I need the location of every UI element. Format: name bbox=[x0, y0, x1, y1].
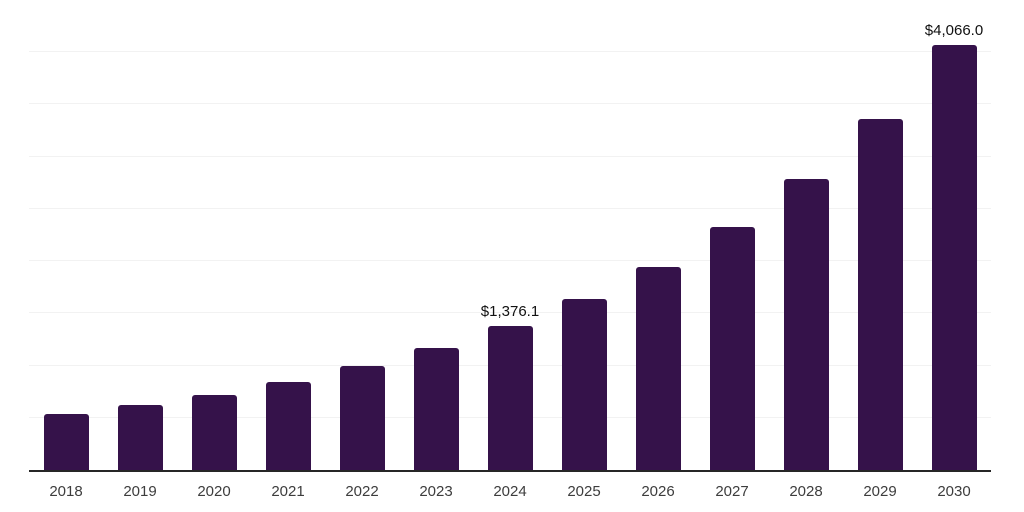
bar-2026 bbox=[635, 267, 681, 470]
x-tick-label-2020: 2020 bbox=[197, 483, 231, 500]
x-tick-label-2019: 2019 bbox=[123, 483, 157, 500]
bar-slot-2027 bbox=[695, 227, 769, 470]
x-tick-label-2026: 2026 bbox=[641, 483, 675, 500]
bar-slot-2020 bbox=[177, 394, 251, 470]
bar-2024 bbox=[487, 326, 533, 470]
x-tick-label-2028: 2028 bbox=[789, 483, 823, 500]
bar-2018 bbox=[43, 414, 89, 470]
bar-value-label-2030: $4,066.0 bbox=[924, 21, 984, 39]
x-tick-label-2021: 2021 bbox=[271, 483, 305, 500]
x-tick-label-2030: 2030 bbox=[937, 483, 971, 500]
x-tick-label-2025: 2025 bbox=[567, 483, 601, 500]
gridline-4000 bbox=[29, 51, 991, 53]
x-axis-labels: 2018 2019 2020 2021 2022 2023 2024 2025 2026 2027… bbox=[29, 472, 991, 500]
bar-slot-2024: $1,376.1 bbox=[473, 302, 547, 470]
bar-2023 bbox=[413, 348, 459, 470]
x-tick-label-2024: 2024 bbox=[493, 483, 527, 500]
bar-2022 bbox=[339, 366, 385, 470]
x-tick-label-2022: 2022 bbox=[345, 483, 379, 500]
bar-2028 bbox=[783, 178, 829, 470]
bar-slot-2021 bbox=[251, 382, 325, 470]
x-tick-label-2027: 2027 bbox=[715, 483, 749, 500]
bar-2019 bbox=[117, 404, 163, 470]
bar-slot-2022 bbox=[325, 366, 399, 470]
bar-2029 bbox=[857, 118, 903, 470]
bar-2021 bbox=[265, 382, 311, 470]
bar-slot-2029 bbox=[843, 118, 917, 470]
bar-slot-2026 bbox=[621, 267, 695, 470]
bar-2025 bbox=[561, 299, 607, 470]
gridline-3500 bbox=[29, 103, 991, 105]
bar-value-label-2024: $1,376.1 bbox=[480, 302, 540, 320]
plot-area: $1,376.1 $4,066.0 bbox=[29, 0, 991, 472]
bar-slot-2030: $4,066.0 bbox=[917, 21, 991, 470]
bar-slot-2023 bbox=[399, 348, 473, 470]
gridline-1500 bbox=[29, 312, 991, 314]
gridline-2500 bbox=[29, 207, 991, 209]
bar-2030 bbox=[931, 45, 977, 470]
bar-slot-2025 bbox=[547, 299, 621, 470]
gridline-3000 bbox=[29, 155, 991, 157]
x-tick-label-2029: 2029 bbox=[863, 483, 897, 500]
gridline-2000 bbox=[29, 260, 991, 262]
bar-2027 bbox=[709, 227, 755, 470]
bar-2020 bbox=[191, 394, 237, 470]
bars-layer: $1,376.1 $4,066.0 bbox=[29, 0, 991, 470]
bar-slot-2019 bbox=[103, 404, 177, 470]
bar-slot-2018 bbox=[29, 414, 103, 470]
x-tick-label-2023: 2023 bbox=[419, 483, 453, 500]
x-tick-label-2018: 2018 bbox=[49, 483, 83, 500]
bar-slot-2028 bbox=[769, 178, 843, 470]
